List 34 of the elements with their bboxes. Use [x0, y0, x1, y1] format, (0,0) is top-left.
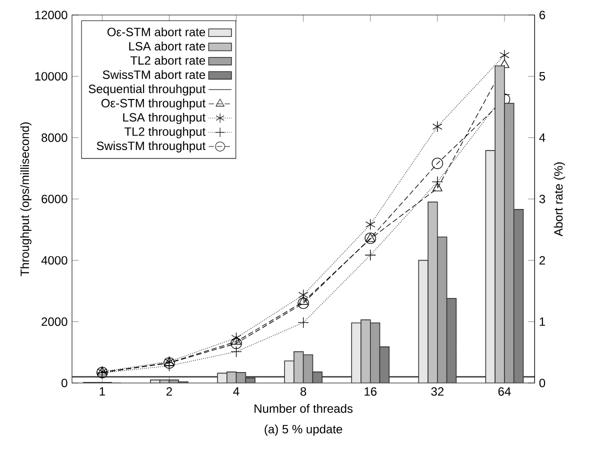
- y-tick-label: 12000: [35, 10, 68, 20]
- y2-tick-label: 5: [539, 72, 546, 81]
- x-tick-label: 32: [431, 387, 444, 396]
- legend-label: LSA throughput: [123, 112, 206, 124]
- y-tick-label: 8000: [42, 133, 68, 142]
- y-tick-label: 4000: [41, 256, 68, 265]
- x-tick-label: 2: [166, 387, 172, 396]
- y2-tick-label: 4: [539, 134, 546, 142]
- y-tick-label: 6000: [42, 194, 68, 204]
- y2-tick-label: 1: [540, 318, 546, 326]
- y2-tick-label: 0: [539, 378, 546, 388]
- x-axis-title: Number of threads: [254, 404, 353, 413]
- x-tick-label: 8: [300, 387, 306, 396]
- legend-label: Oε-STM abort rate: [107, 27, 206, 36]
- legend-label: Oε-STM throughput: [101, 98, 206, 110]
- y2-axis-title: Abort rate (%): [554, 162, 566, 236]
- x-tick-label: 64: [498, 387, 511, 396]
- legend-label: TL2 abort rate: [130, 56, 206, 65]
- legend-label: LSA abort rate: [129, 42, 206, 51]
- legend-label: Sequential throuhgput: [88, 84, 206, 96]
- x-tick-label: 1: [100, 387, 105, 396]
- y-tick-label: 2000: [42, 317, 68, 326]
- y2-tick-label: 2: [540, 256, 545, 265]
- x-tick-label: 4: [233, 387, 240, 396]
- y-axis-title: Throughput (ops/millisecond): [20, 122, 32, 276]
- legend-label: SwissTM throughput: [96, 141, 206, 152]
- legend-label: TL2 throughput: [124, 127, 206, 138]
- x-tick-label: 16: [364, 387, 377, 396]
- y2-tick-label: 3: [539, 194, 546, 204]
- y-tick-label: 10000: [35, 72, 68, 81]
- text: (a) 5 % update: [264, 424, 342, 436]
- y2-tick-label: 6: [540, 10, 546, 20]
- legend-label: SwissTM abort rate: [102, 70, 206, 79]
- y-tick-label: 0: [62, 378, 68, 388]
